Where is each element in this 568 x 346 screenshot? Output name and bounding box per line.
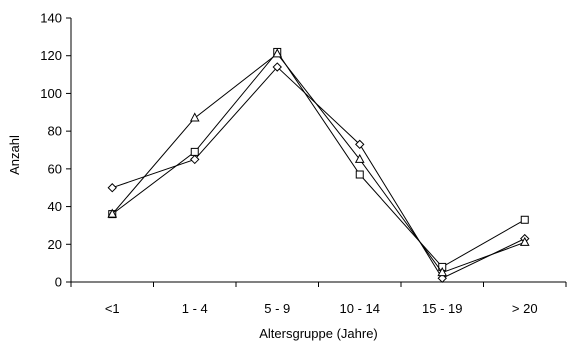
x-tick-label: <1 <box>105 301 120 316</box>
y-tick-label: 60 <box>48 161 62 176</box>
data-point-diamond <box>190 154 200 165</box>
data-point-diamond <box>355 139 365 150</box>
series-line <box>111 51 525 268</box>
data-point-diamond <box>437 273 447 283</box>
data-point-triangle <box>437 267 448 277</box>
y-tick-label: 20 <box>48 237 62 252</box>
y-axis-ticks: 0 20 40 60 80 100 120 140 <box>40 11 71 290</box>
y-tick-label: 140 <box>40 11 62 26</box>
data-point-triangle <box>107 208 118 218</box>
y-tick-label: 80 <box>48 124 62 139</box>
plot-area <box>70 18 566 283</box>
data-point-diamond <box>272 62 282 72</box>
data-point-triangle <box>354 153 365 163</box>
x-tick-label: 10 - 14 <box>340 301 380 316</box>
y-tick-label: 0 <box>55 275 62 290</box>
y-axis-title: Anzahl <box>7 135 22 175</box>
x-tick-label: 1 - 4 <box>182 301 208 316</box>
series-square <box>108 47 529 271</box>
series-triangle <box>107 48 530 277</box>
x-tick-label: > 20 <box>512 301 538 316</box>
data-point-square <box>520 215 529 224</box>
series-line <box>112 66 525 279</box>
series-line <box>111 53 525 274</box>
x-axis-ticks: <1 1 - 4 5 - 9 10 - 14 15 - 19 > 20 <box>70 282 567 316</box>
x-tick-label: 5 - 9 <box>264 301 290 316</box>
x-tick-label: 15 - 19 <box>422 301 462 316</box>
y-tick-label: 40 <box>48 199 62 214</box>
data-point-diamond <box>107 183 117 193</box>
series-diamond <box>107 62 530 283</box>
data-point-triangle <box>519 236 530 246</box>
data-point-square <box>355 170 364 179</box>
x-axis-title: Altersgruppe (Jahre) <box>259 326 378 341</box>
y-tick-label: 100 <box>40 86 62 101</box>
y-tick-label: 120 <box>40 48 62 63</box>
data-point-triangle <box>272 48 283 58</box>
data-point-square <box>190 147 199 156</box>
series-layer <box>107 47 530 283</box>
data-point-triangle <box>189 112 200 122</box>
